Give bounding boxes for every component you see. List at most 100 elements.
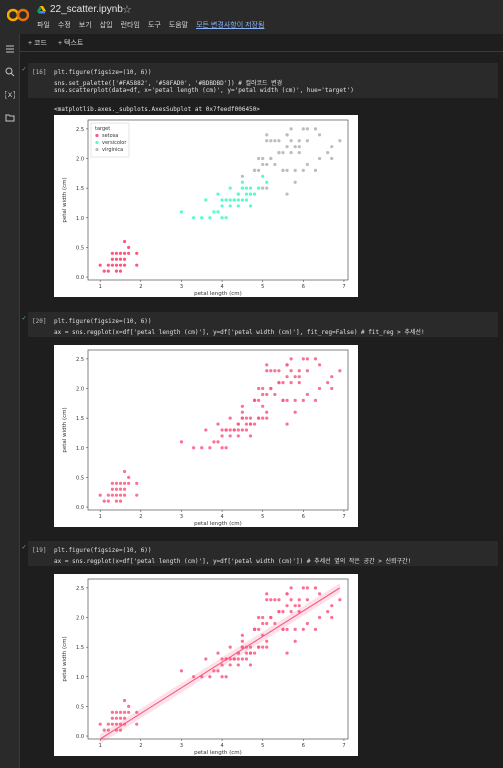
data-point-virginica bbox=[281, 609, 285, 614]
y-axis-label: petal width (cm) bbox=[62, 407, 68, 452]
data-point-versicolor bbox=[216, 210, 220, 214]
data-point-virginica bbox=[269, 139, 273, 143]
toc-icon[interactable] bbox=[5, 44, 15, 54]
colab-logo-icon[interactable] bbox=[7, 8, 29, 22]
data-point-versicolor bbox=[204, 198, 208, 202]
data-point-virginica bbox=[261, 186, 265, 190]
run-complete-icon: ✓ bbox=[22, 543, 27, 551]
data-point-virginica bbox=[301, 127, 305, 131]
menu-runtime[interactable]: 런타임 bbox=[120, 22, 140, 29]
data-point-setosa bbox=[118, 269, 123, 273]
data-point-virginica bbox=[293, 604, 297, 608]
regression-line bbox=[99, 587, 341, 740]
data-point-versicolor bbox=[248, 651, 253, 655]
legend-marker bbox=[95, 147, 99, 152]
data-point-virginica bbox=[301, 627, 305, 631]
data-point-virginica bbox=[317, 133, 322, 137]
code-line: plt.figure(figsize=(10, 6)) bbox=[54, 318, 152, 325]
data-point-setosa bbox=[102, 728, 106, 732]
data-point-virginica bbox=[293, 168, 297, 172]
data-point-virginica bbox=[297, 369, 301, 373]
star-icon[interactable]: ☆ bbox=[122, 4, 132, 16]
data-point-versicolor bbox=[216, 651, 220, 655]
data-point-virginica bbox=[293, 180, 297, 184]
menu-file[interactable]: 파일 bbox=[37, 22, 50, 29]
y-tick-label: 2.0 bbox=[76, 387, 84, 393]
variables-icon[interactable]: {x} bbox=[5, 89, 15, 99]
data-point-setosa bbox=[122, 493, 127, 497]
data-point-versicolor bbox=[248, 663, 253, 667]
data-point-setosa bbox=[110, 710, 114, 714]
folder-icon[interactable] bbox=[5, 113, 15, 123]
legend-marker bbox=[95, 140, 99, 145]
data-point-setosa bbox=[114, 263, 119, 267]
data-point-versicolor bbox=[232, 198, 236, 202]
data-point-virginica bbox=[305, 369, 309, 373]
menu-help[interactable]: 도움말 bbox=[168, 22, 189, 29]
data-point-versicolor bbox=[220, 198, 224, 202]
data-point-versicolor bbox=[216, 669, 220, 673]
code-cell[interactable] bbox=[28, 63, 498, 98]
data-point-virginica bbox=[317, 592, 322, 596]
data-point-virginica bbox=[257, 386, 261, 391]
data-point-virginica bbox=[305, 586, 309, 590]
data-point-virginica bbox=[305, 127, 309, 131]
data-point-versicolor bbox=[179, 210, 184, 214]
data-point-virginica bbox=[281, 168, 285, 172]
data-point-setosa bbox=[135, 710, 139, 714]
x-tick-label: 6 bbox=[302, 514, 305, 520]
drive-icon[interactable] bbox=[37, 6, 46, 14]
menu-tools[interactable]: 도구 bbox=[147, 22, 161, 29]
menu-insert[interactable]: 삽입 bbox=[99, 22, 113, 29]
y-tick-label: 0.5 bbox=[76, 704, 84, 710]
data-point-setosa bbox=[122, 722, 127, 726]
data-point-versicolor bbox=[257, 645, 261, 649]
data-point-virginica bbox=[297, 598, 301, 602]
plot-frame bbox=[87, 119, 349, 281]
data-point-virginica bbox=[293, 410, 297, 414]
data-point-versicolor bbox=[220, 204, 224, 208]
menu-view[interactable]: 보기 bbox=[78, 22, 92, 29]
data-point-versicolor bbox=[252, 651, 257, 655]
data-point-versicolor bbox=[212, 210, 216, 214]
y-tick-label: 0.0 bbox=[76, 505, 84, 511]
data-point-virginica bbox=[273, 369, 277, 373]
saved-status-link[interactable]: 모든 변경사항이 저장됨 bbox=[196, 22, 265, 29]
data-point-versicolor bbox=[236, 204, 240, 208]
y-tick-label: 0.0 bbox=[76, 734, 84, 740]
data-point-setosa bbox=[127, 475, 131, 480]
x-tick-label: 2 bbox=[139, 514, 142, 520]
add-text-button[interactable]: + 텍스트 bbox=[58, 40, 84, 47]
data-point-virginica bbox=[265, 592, 269, 596]
data-point-setosa bbox=[122, 481, 127, 485]
data-point-virginica bbox=[269, 369, 273, 373]
data-point-setosa bbox=[114, 487, 119, 491]
data-point-versicolor bbox=[240, 410, 244, 414]
notebook-filename[interactable]: 22_scatter.ipynb bbox=[50, 4, 123, 15]
data-point-versicolor bbox=[220, 675, 224, 679]
data-point-virginica bbox=[317, 156, 322, 161]
data-point-virginica bbox=[261, 156, 265, 161]
x-tick-label: 2 bbox=[139, 743, 142, 749]
data-point-setosa bbox=[122, 469, 127, 474]
data-point-virginica bbox=[265, 133, 269, 137]
x-tick-label: 1 bbox=[99, 514, 102, 520]
y-tick-label: 2.5 bbox=[76, 127, 84, 133]
data-point-setosa bbox=[114, 481, 119, 485]
x-tick-label: 3 bbox=[180, 514, 183, 520]
search-icon[interactable] bbox=[5, 67, 15, 77]
data-point-virginica bbox=[313, 586, 318, 590]
x-axis-label: petal length (cm) bbox=[194, 521, 242, 527]
data-point-setosa bbox=[127, 245, 131, 250]
add-code-button[interactable]: + 코드 bbox=[28, 40, 47, 47]
data-point-virginica bbox=[326, 609, 330, 614]
data-point-virginica bbox=[305, 139, 309, 143]
plot-frame bbox=[87, 349, 349, 511]
data-point-versicolor bbox=[236, 663, 240, 667]
data-point-virginica bbox=[240, 174, 244, 178]
code-cell[interactable] bbox=[28, 312, 498, 337]
data-point-versicolor bbox=[212, 669, 216, 673]
menu-edit[interactable]: 수정 bbox=[57, 22, 71, 29]
data-point-virginica bbox=[297, 150, 301, 155]
code-cell[interactable] bbox=[28, 541, 498, 566]
